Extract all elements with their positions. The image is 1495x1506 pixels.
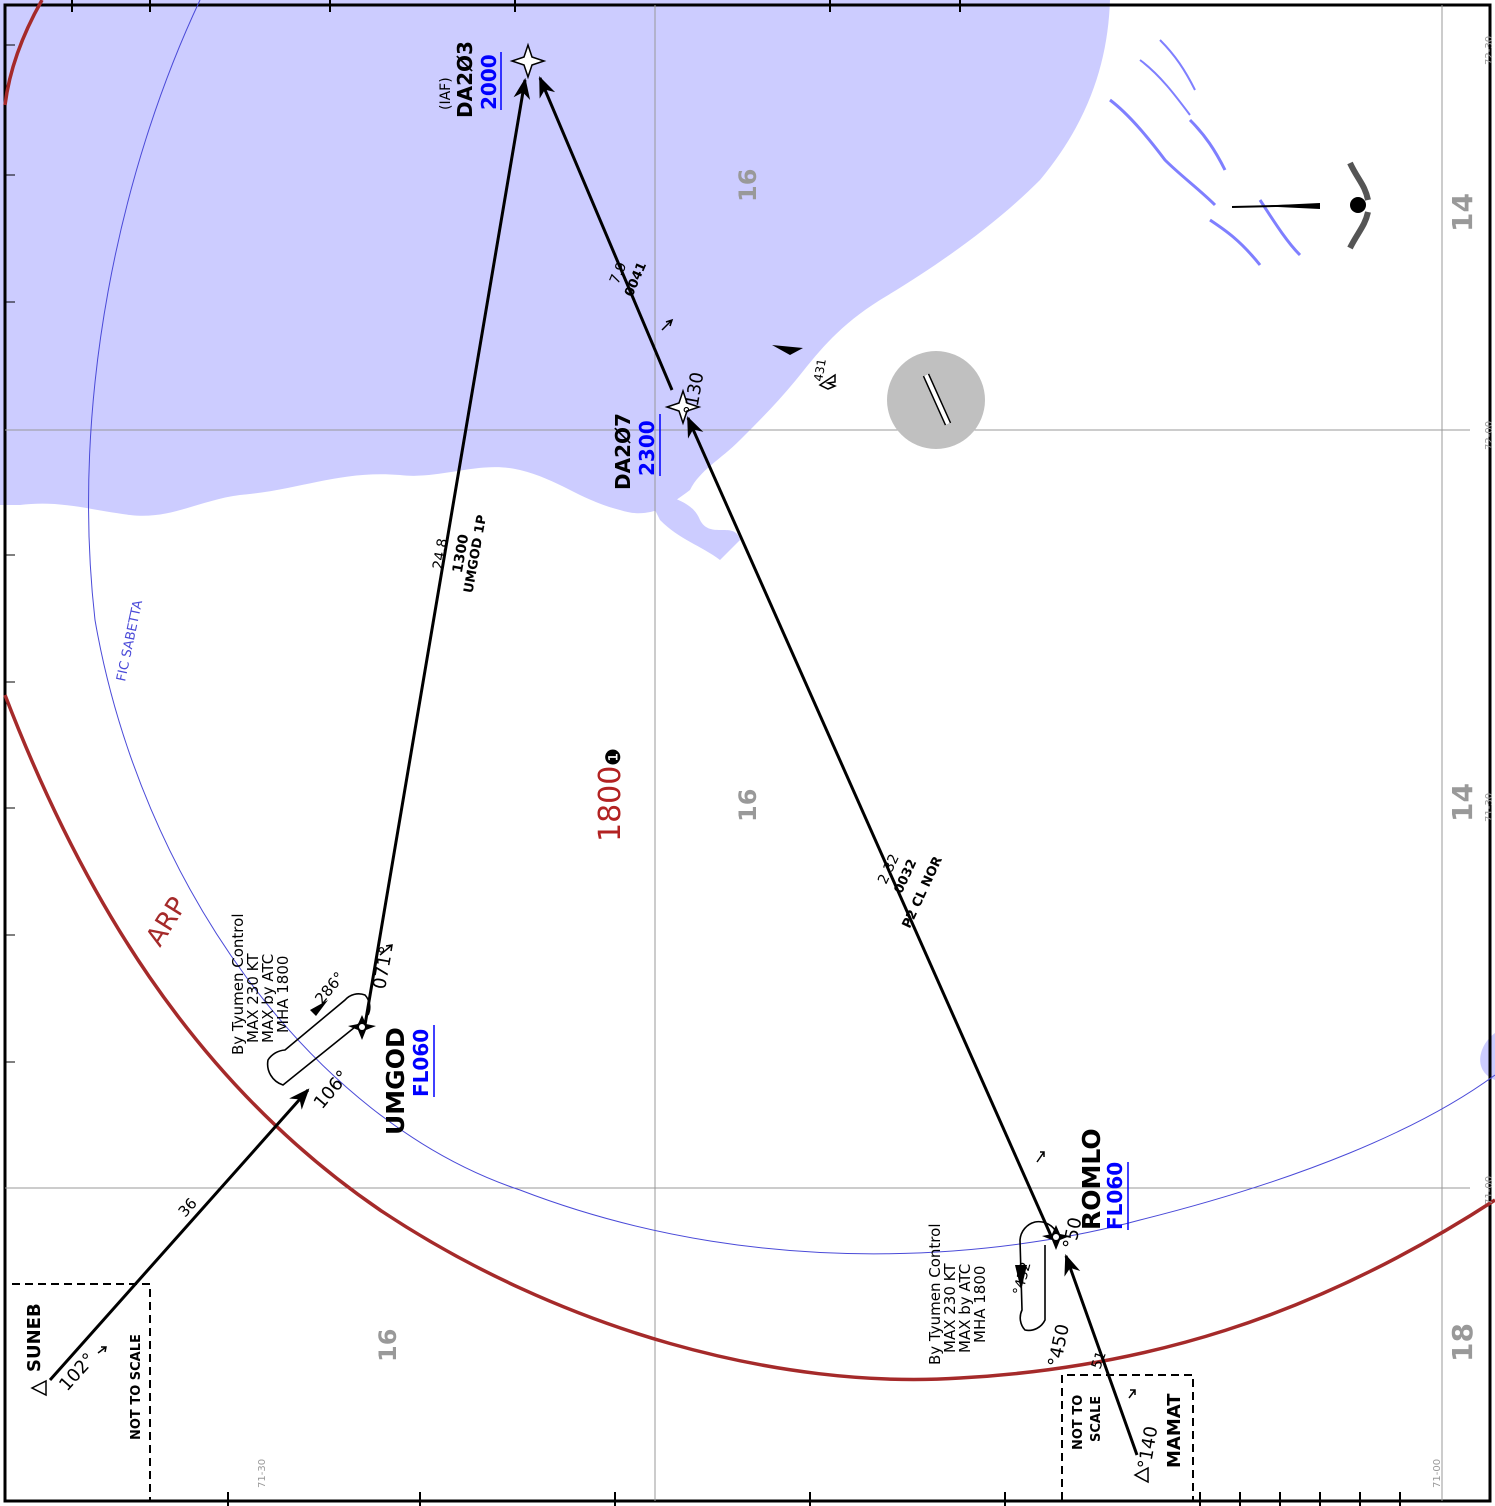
romlo-hold-ctrl: By Tyumen Control <box>926 1224 944 1365</box>
grid-msa-16-b: 16 <box>734 789 762 822</box>
da203-altitude: 2000 <box>477 54 501 110</box>
leg-mamat-romlo-course: °140 <box>1134 1425 1162 1471</box>
grid-msa-14-b: 14 <box>1446 783 1479 822</box>
umgod-hold-inbound: 106° <box>310 1067 354 1114</box>
not-to-scale-right-label-2: SCALE <box>1089 1396 1104 1442</box>
grid-msa-14-a: 14 <box>1446 193 1479 232</box>
star-icon <box>509 42 702 426</box>
leg-mamat-romlo-dist: 51 <box>1089 1349 1110 1371</box>
waypoint-da207[interactable]: DA2Ø7 2300 <box>611 413 661 490</box>
romlo-hold-speed: MAX 230 KT <box>941 1263 959 1353</box>
leg-umgod-da203-dist: 24.8 <box>430 537 451 570</box>
coord-71-30-bottom: 71-30 <box>257 1459 268 1488</box>
romlo-hold-outbound: °432 <box>1010 1260 1034 1297</box>
da207-name: DA2Ø7 <box>611 413 635 490</box>
leg-umgod-da203-alt: 1300 <box>450 533 473 574</box>
direction-arrows <box>97 318 1136 1399</box>
romlo-hold-mha: MHA 1800 <box>971 1266 989 1343</box>
water-area <box>0 0 1495 1080</box>
grid-msa-16-c: 16 <box>374 1329 402 1362</box>
umgod-fl: FL060 <box>409 1029 433 1097</box>
waypoint-suneb[interactable]: SUNEB <box>24 1303 45 1372</box>
fly-by-waypoint-icon <box>348 1015 1070 1250</box>
mamat-name: MAMAT <box>1164 1393 1185 1468</box>
leg-suneb-umgod-course: 102° <box>55 1349 100 1395</box>
da203-iaf-label: (IAF) <box>438 77 454 110</box>
umgod-hold-speed: MAX 230 KT <box>244 953 262 1043</box>
coord-71-30-right: 71-30 <box>1484 793 1495 822</box>
coord-72-30: 72-30 <box>1484 36 1495 65</box>
airport-symbol <box>887 351 985 449</box>
leg-romlo-da207: 2.32 0032 P2 CL NOR <box>875 852 946 931</box>
coord-71-00-bottom: 71-00 <box>1432 1459 1443 1488</box>
holding-umgod-notes: By Tyumen Control MAX 230 KT MAX by ATC … <box>229 914 292 1055</box>
not-to-scale-left-label: NOT TO SCALE <box>129 1334 144 1440</box>
umgod-hold-alt: MAX by ATC <box>259 954 277 1043</box>
waypoint-umgod[interactable]: UMGOD FL060 <box>381 1025 435 1135</box>
romlo-hold-alt: MAX by ATC <box>956 1264 974 1353</box>
waypoint-romlo[interactable]: ROMLO FL060 <box>1077 1128 1129 1230</box>
fic-boundary-label: FIC SABETTA <box>114 599 146 683</box>
grid-msa-18: 18 <box>1446 1323 1479 1362</box>
grid-msa-16-a: 16 <box>734 169 762 202</box>
da203-name: DA2Ø3 <box>453 41 477 118</box>
umgod-name: UMGOD <box>381 1027 410 1135</box>
msa-altitude: 1800 ❶ <box>593 748 628 842</box>
triangle-waypoint-icon <box>30 1379 1149 1484</box>
leg-umgod-out-course: 071° <box>369 945 397 991</box>
waypoint-da203[interactable]: (IAF) DA2Ø3 2000 <box>438 41 502 118</box>
da207-altitude: 2300 <box>635 420 659 476</box>
fic-boundary <box>88 0 1495 1255</box>
coord-71-00-right: 71-00 <box>1484 1176 1495 1205</box>
not-to-scale-right: NOT TO SCALE <box>1061 1374 1194 1500</box>
holding-romlo <box>1015 1220 1056 1332</box>
obstacle-icon <box>772 345 837 390</box>
holding-umgod <box>266 993 371 1086</box>
msa-note-icon: ❶ <box>601 748 625 766</box>
waypoint-mamat[interactable]: MAMAT <box>1164 1393 1185 1468</box>
arp-label: ARP <box>140 892 193 952</box>
arp-ring <box>3 0 44 106</box>
romlo-name: ROMLO <box>1077 1128 1106 1230</box>
not-to-scale-right-label-1: NOT TO <box>1071 1395 1086 1450</box>
msa-altitude-value: 1800 <box>593 766 628 842</box>
romlo-hold-inbound: °450 <box>1044 1322 1074 1369</box>
umgod-hold-ctrl: By Tyumen Control <box>229 914 247 1055</box>
coord-72-00: 72-00 <box>1484 421 1495 450</box>
romlo-fl: FL060 <box>1103 1162 1127 1230</box>
north-arrow-icon <box>1231 161 1371 250</box>
not-to-scale-left: NOT TO SCALE <box>12 1283 151 1500</box>
chart-frame <box>3 0 1492 1506</box>
obstacle-elevation: 431 <box>811 358 829 383</box>
arp-ring-main <box>3 694 1495 1382</box>
umgod-hold-mha: MHA 1800 <box>274 956 292 1033</box>
leg-romlo-out-course: °50 <box>1059 1215 1086 1251</box>
routes <box>48 76 1139 1456</box>
suneb-name: SUNEB <box>24 1303 45 1372</box>
holding-romlo-notes: By Tyumen Control MAX 230 KT MAX by ATC … <box>926 1224 989 1365</box>
leg-umgod-da203: 24.8 1300 UMGOD 1P <box>430 514 490 595</box>
